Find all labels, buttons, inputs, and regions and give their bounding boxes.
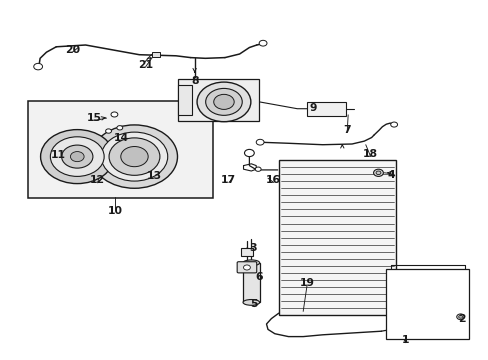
Circle shape	[244, 149, 254, 157]
Circle shape	[50, 137, 104, 176]
Text: 12: 12	[90, 175, 105, 185]
Circle shape	[111, 112, 118, 117]
Bar	[28, 101, 213, 198]
Circle shape	[390, 122, 397, 127]
Bar	[178, 79, 259, 121]
Bar	[178, 85, 192, 115]
Circle shape	[243, 265, 250, 270]
Text: 18: 18	[363, 149, 377, 159]
Bar	[243, 263, 259, 302]
Circle shape	[259, 40, 266, 46]
Ellipse shape	[243, 260, 259, 266]
Bar	[306, 102, 346, 116]
Text: 3: 3	[249, 243, 257, 253]
Text: 11: 11	[51, 150, 66, 160]
Text: 19: 19	[299, 278, 314, 288]
Text: 1: 1	[401, 335, 409, 345]
Circle shape	[105, 129, 111, 133]
Text: 16: 16	[266, 175, 281, 185]
Circle shape	[61, 145, 93, 168]
Circle shape	[197, 82, 250, 122]
Circle shape	[117, 126, 122, 130]
Circle shape	[205, 89, 242, 115]
Circle shape	[256, 139, 264, 145]
Bar	[240, 248, 253, 256]
Circle shape	[255, 167, 261, 171]
Circle shape	[101, 132, 167, 181]
Circle shape	[70, 152, 84, 162]
Text: 14: 14	[114, 132, 128, 143]
Circle shape	[458, 315, 462, 318]
Text: 13: 13	[146, 171, 161, 181]
Circle shape	[456, 314, 464, 320]
Bar	[386, 269, 468, 339]
Text: 4: 4	[386, 170, 394, 180]
Bar	[151, 52, 160, 57]
Text: 9: 9	[308, 103, 316, 113]
Circle shape	[213, 94, 234, 109]
Text: 7: 7	[343, 125, 350, 135]
Circle shape	[373, 169, 383, 176]
Circle shape	[121, 147, 148, 167]
Text: 20: 20	[65, 45, 80, 55]
Bar	[278, 160, 395, 315]
Text: 8: 8	[191, 76, 199, 86]
Circle shape	[34, 63, 42, 70]
Circle shape	[109, 138, 160, 175]
Circle shape	[375, 171, 380, 175]
FancyBboxPatch shape	[237, 262, 256, 273]
Text: 10: 10	[107, 206, 122, 216]
Text: 17: 17	[221, 175, 236, 185]
Text: 5: 5	[250, 299, 258, 309]
Text: 2: 2	[457, 314, 465, 324]
Text: 6: 6	[255, 272, 263, 282]
Text: 21: 21	[138, 60, 153, 70]
Circle shape	[91, 125, 177, 188]
Circle shape	[41, 130, 114, 184]
Text: 15: 15	[87, 113, 102, 123]
Ellipse shape	[243, 300, 259, 305]
